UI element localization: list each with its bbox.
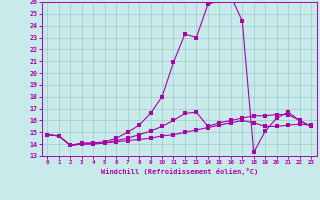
X-axis label: Windchill (Refroidissement éolien,°C): Windchill (Refroidissement éolien,°C) bbox=[100, 168, 258, 175]
